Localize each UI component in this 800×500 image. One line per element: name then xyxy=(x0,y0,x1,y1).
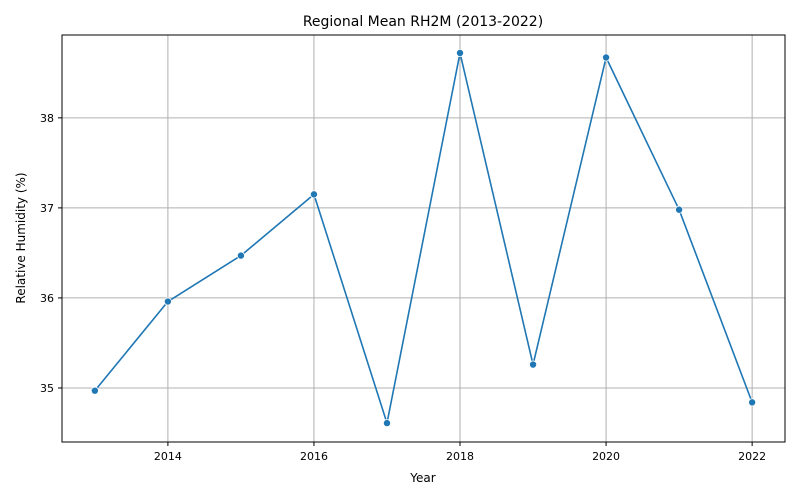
y-tick-label: 37 xyxy=(40,202,54,215)
data-point xyxy=(602,53,611,62)
plot-frame xyxy=(61,34,786,443)
x-axis-label: Year xyxy=(409,471,435,485)
data-point xyxy=(456,49,465,58)
x-tick-label: 2014 xyxy=(154,450,182,463)
x-tick-label: 2016 xyxy=(300,450,328,463)
series-layer xyxy=(90,49,757,428)
data-point xyxy=(529,360,538,369)
x-tick-label: 2020 xyxy=(592,450,620,463)
y-tick-label: 38 xyxy=(40,112,54,125)
data-point xyxy=(90,386,99,395)
grid xyxy=(62,35,785,442)
data-point xyxy=(382,419,391,428)
chart-title: Regional Mean RH2M (2013-2022) xyxy=(303,14,543,30)
y-tick-label: 36 xyxy=(40,292,54,305)
x-tick-label: 2018 xyxy=(446,450,474,463)
y-axis-label: Relative Humidity (%) xyxy=(14,172,28,303)
tick-layer: 2014 2016 2018 2020 2022 35 36 37 38 xyxy=(40,112,766,463)
data-point xyxy=(675,205,684,214)
series-line xyxy=(94,52,753,424)
data-point xyxy=(163,297,172,306)
data-point xyxy=(236,251,245,260)
y-tick-label: 35 xyxy=(40,382,54,395)
data-point xyxy=(309,190,318,199)
data-point xyxy=(748,398,757,407)
x-tick-label: 2022 xyxy=(738,450,766,463)
